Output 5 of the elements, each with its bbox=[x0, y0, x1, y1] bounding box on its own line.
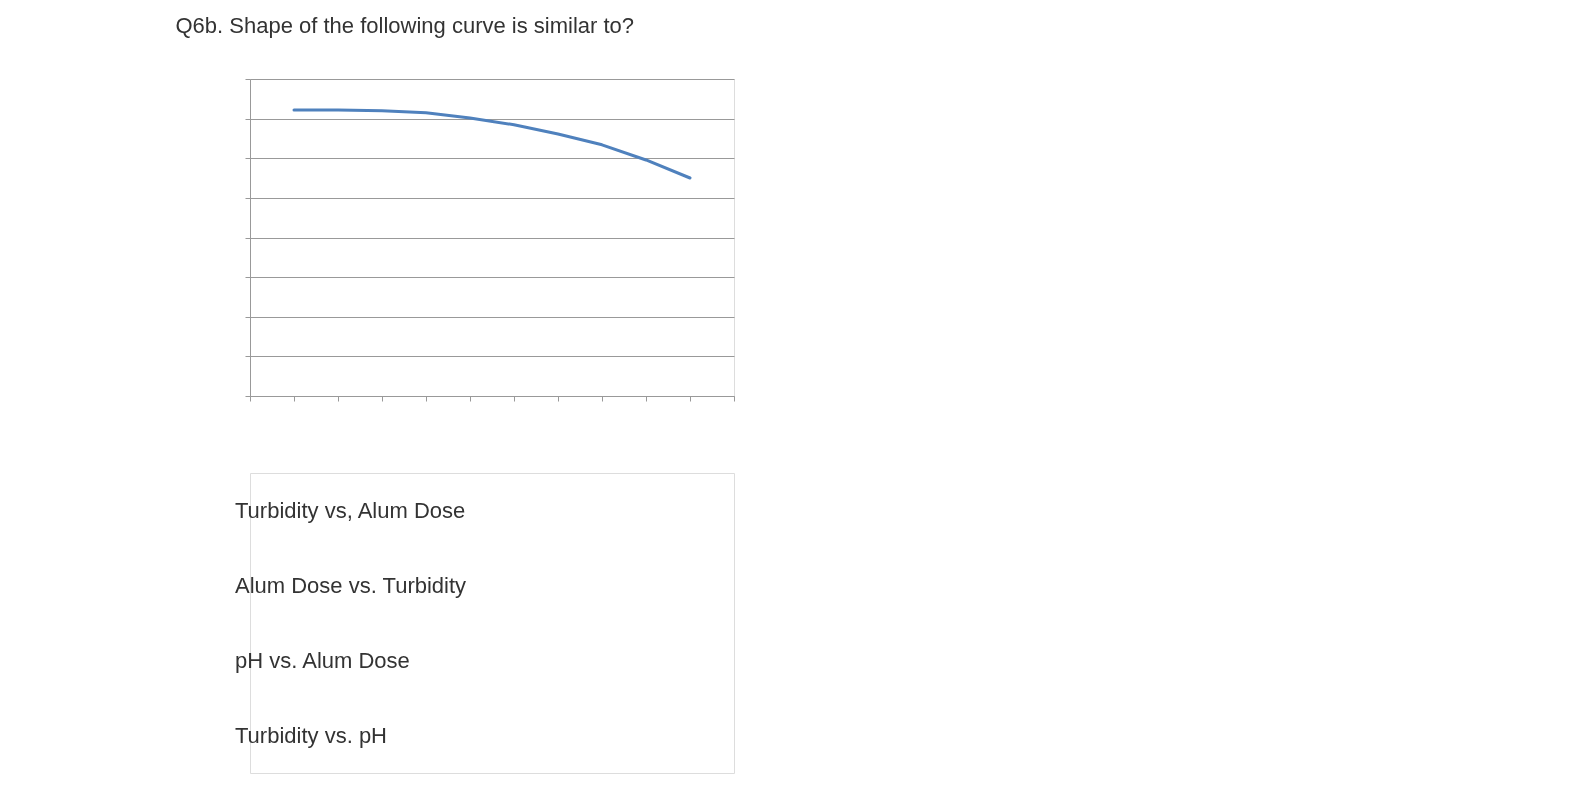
text: Alum Dose vs. Turbidity bbox=[235, 572, 467, 598]
text: pH vs. Alum Dose bbox=[235, 647, 410, 673]
text: Turbidity vs. pH bbox=[235, 722, 388, 748]
text: Turbidity vs, Alum Dose bbox=[235, 497, 466, 523]
chart-title: Q6b. Shape of the following curve is similar to? bbox=[175, 13, 635, 38]
